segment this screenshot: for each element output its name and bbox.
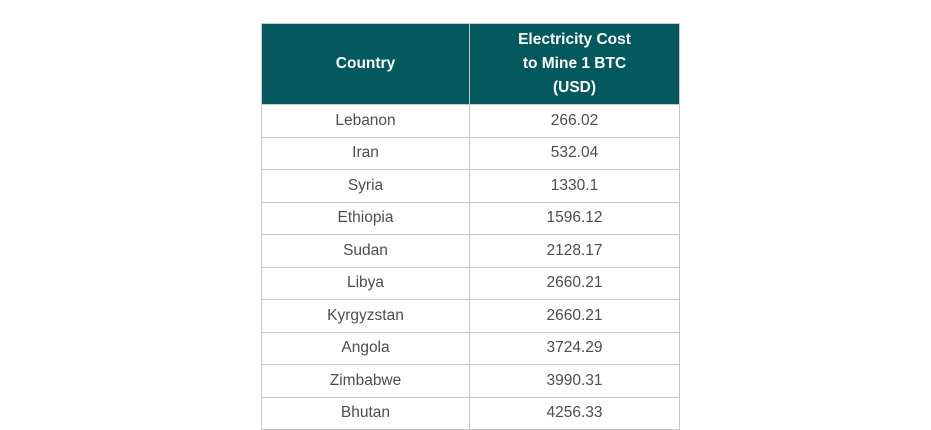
- table-row: Ethiopia 1596.12: [261, 201, 680, 236]
- table-row: Sudan 2128.17: [261, 234, 680, 268]
- table-row: Syria 1330.1: [261, 169, 680, 203]
- cost-cell: 266.02: [469, 104, 680, 138]
- country-cell: Kyrgyzstan: [261, 299, 470, 333]
- header-row: Country Electricity Cost to Mine 1 BTC (…: [261, 22, 680, 106]
- table-row: Libya 2660.21: [261, 266, 680, 301]
- cost-cell: 532.04: [469, 136, 680, 171]
- table-body: Lebanon 266.02 Iran 532.04 Syria 1330.1 Ethiop…: [261, 104, 680, 430]
- cost-cell: 2660.21: [469, 299, 680, 333]
- table-row: Lebanon 266.02: [261, 104, 680, 138]
- cost-cell: 1330.1: [469, 169, 680, 203]
- table-row: Zimbabwe 3990.31: [261, 364, 680, 398]
- cost-cell: 2660.21: [469, 266, 680, 301]
- table-row: Iran 532.04: [261, 136, 680, 171]
- country-cell: Libya: [261, 266, 470, 301]
- column-header-electricity-cost: Electricity Cost to Mine 1 BTC (USD): [469, 22, 680, 106]
- electricity-cost-table: Country Electricity Cost to Mine 1 BTC (…: [261, 22, 680, 430]
- cost-cell: 3724.29: [469, 331, 680, 366]
- country-cell: Lebanon: [261, 104, 470, 138]
- country-cell: Syria: [261, 169, 470, 203]
- country-cell: Sudan: [261, 234, 470, 268]
- country-cell: Iran: [261, 136, 470, 171]
- country-cell: Ethiopia: [261, 201, 470, 236]
- country-cell: Bhutan: [261, 396, 470, 430]
- cost-cell: 4256.33: [469, 396, 680, 430]
- table-row: Angola 3724.29: [261, 331, 680, 366]
- cost-cell: 2128.17: [469, 234, 680, 268]
- table-row: Kyrgyzstan 2660.21: [261, 299, 680, 333]
- cost-cell: 3990.31: [469, 364, 680, 398]
- country-cell: Zimbabwe: [261, 364, 470, 398]
- table-row: Bhutan 4256.33: [261, 396, 680, 430]
- cost-cell: 1596.12: [469, 201, 680, 236]
- column-header-country: Country: [261, 22, 470, 106]
- country-cell: Angola: [261, 331, 470, 366]
- table-header: Country Electricity Cost to Mine 1 BTC (…: [261, 22, 680, 106]
